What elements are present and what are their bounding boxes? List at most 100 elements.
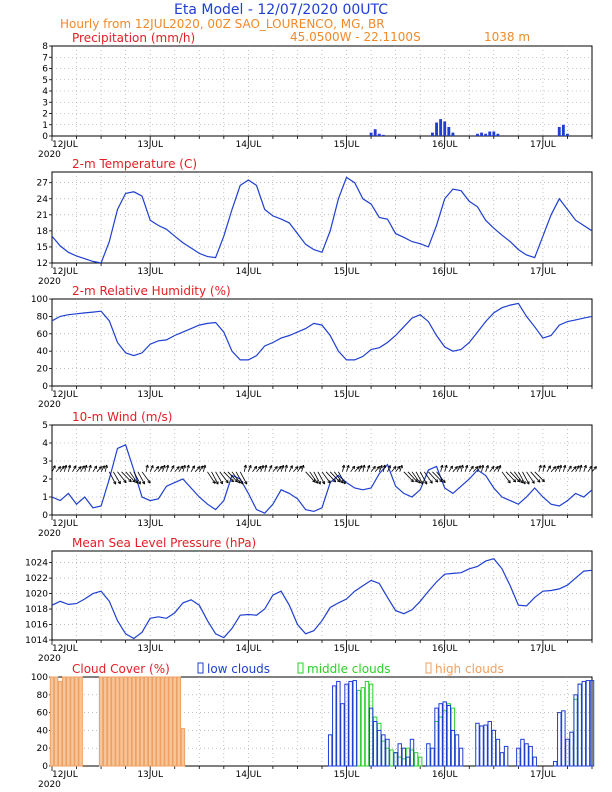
wind-arrow <box>276 465 282 473</box>
wind-arrow <box>501 471 511 484</box>
wind-arrow-head <box>519 481 523 484</box>
wind-arrow-head <box>538 479 541 483</box>
wind-arrow <box>51 465 56 472</box>
high-clouds-bar <box>127 676 132 767</box>
middle-clouds-bar <box>417 756 423 767</box>
wind-arrow-head <box>236 479 238 483</box>
precip-bar <box>377 133 381 136</box>
x-year-label: 2020 <box>38 400 61 410</box>
wind-arrow-head <box>460 464 464 468</box>
wind-arrow-head <box>576 465 580 468</box>
low-clouds-bar <box>434 707 439 767</box>
high-clouds-bar <box>131 676 137 767</box>
y-tick-label: 6 <box>42 65 48 75</box>
wind-arrow-head <box>240 482 244 485</box>
low-clouds-bar <box>397 743 402 767</box>
y-tick-label: 60 <box>37 709 49 719</box>
wind-arrow-head <box>512 480 516 483</box>
wind-arrow-head <box>416 479 418 483</box>
legend-swatch <box>425 662 432 674</box>
wind-arrow <box>231 471 241 484</box>
wind-arrows <box>51 464 597 485</box>
wind-arrow-head <box>150 465 154 468</box>
wind-arrow <box>587 465 593 473</box>
wind-arrow-head <box>531 481 535 484</box>
high-clouds-bar <box>139 676 145 767</box>
wind-arrow <box>530 471 541 483</box>
x-tick-label: 16JUL <box>432 390 458 400</box>
wind-arrow <box>133 471 141 485</box>
wind-arrow-head <box>446 464 448 469</box>
low-clouds-bar <box>377 729 382 767</box>
x-tick-label: 15JUL <box>334 390 360 400</box>
precip-bar <box>561 124 565 136</box>
wind-arrow-head <box>575 466 577 470</box>
wind-arrow-head <box>179 465 183 468</box>
low-clouds-bar <box>327 734 333 767</box>
wind-arrow <box>546 465 551 473</box>
wind-arrow <box>477 465 481 472</box>
x-tick-label: 14JUL <box>236 140 262 150</box>
wind-arrow <box>215 471 223 485</box>
wind-arrow-head <box>457 465 461 468</box>
wind-arrow-head <box>464 464 468 468</box>
wind-arrow <box>293 466 299 473</box>
wind-arrow <box>108 471 117 485</box>
wind-arrow-head <box>359 465 363 468</box>
wind-arrow <box>96 466 102 473</box>
middle-clouds-bar <box>356 689 362 767</box>
wind-arrow-head <box>321 482 325 485</box>
wind-arrow-head <box>161 466 163 470</box>
wind-arrow-head <box>188 464 190 469</box>
wind-arrow-head <box>125 479 127 483</box>
high-clouds-bar <box>57 680 63 767</box>
low-clouds-bar <box>479 725 484 767</box>
high-clouds-bar <box>62 676 67 767</box>
x-tick-label: 12JUL <box>52 140 78 150</box>
wind-arrow-head <box>522 482 526 485</box>
wind-arrow-head <box>580 464 583 469</box>
high-clouds-bar <box>172 676 177 767</box>
wind-arrow-head <box>182 464 186 468</box>
wind-arrow <box>542 464 546 472</box>
cloud-title: Cloud Cover (%) <box>72 662 170 676</box>
wind-arrow <box>117 471 127 484</box>
wind-arrow-head <box>159 465 163 468</box>
wind-arrow-head <box>439 480 443 483</box>
low-clouds-bar <box>446 704 452 767</box>
low-clouds-bar <box>552 761 558 767</box>
y-tick-label: 0 <box>42 511 48 521</box>
low-clouds-bar <box>450 729 456 767</box>
temperature-title: 2-m Temperature (C) <box>72 157 197 171</box>
wind-arrow <box>194 466 201 473</box>
wind-arrow-head <box>429 481 433 484</box>
wind-arrow-head <box>573 466 577 469</box>
wind-arrow-head <box>396 465 401 468</box>
wind-arrow-head <box>264 464 267 468</box>
low-clouds-bar <box>368 707 374 767</box>
wind-arrow-head <box>204 464 207 469</box>
y-tick-label: 5 <box>42 76 48 86</box>
wind-arrow <box>301 464 304 472</box>
wind-arrow <box>297 465 302 473</box>
wind-arrow-head <box>93 465 97 468</box>
high-clouds-bar <box>168 676 173 767</box>
wind-arrow-head <box>86 464 88 469</box>
wind-arrow <box>186 464 190 472</box>
wind-arrow-head <box>200 465 204 468</box>
wind-arrow <box>423 471 433 484</box>
wind-arrow-head <box>583 464 587 468</box>
wind-arrow-head <box>495 465 499 468</box>
wind-arrow <box>153 466 160 473</box>
wind-arrow <box>84 464 87 472</box>
x-tick-label: 13JUL <box>137 140 163 150</box>
wind-arrow-head <box>398 466 401 470</box>
wind-arrow-head <box>162 464 166 468</box>
wind-arrow-head <box>276 466 278 470</box>
high-clouds-bar <box>164 676 169 767</box>
wind-arrow-head <box>516 480 520 483</box>
high-clouds-bar <box>107 676 112 767</box>
wind-arrow <box>567 465 572 473</box>
high-clouds-bar <box>74 676 79 767</box>
wind-arrow-head <box>73 465 77 468</box>
